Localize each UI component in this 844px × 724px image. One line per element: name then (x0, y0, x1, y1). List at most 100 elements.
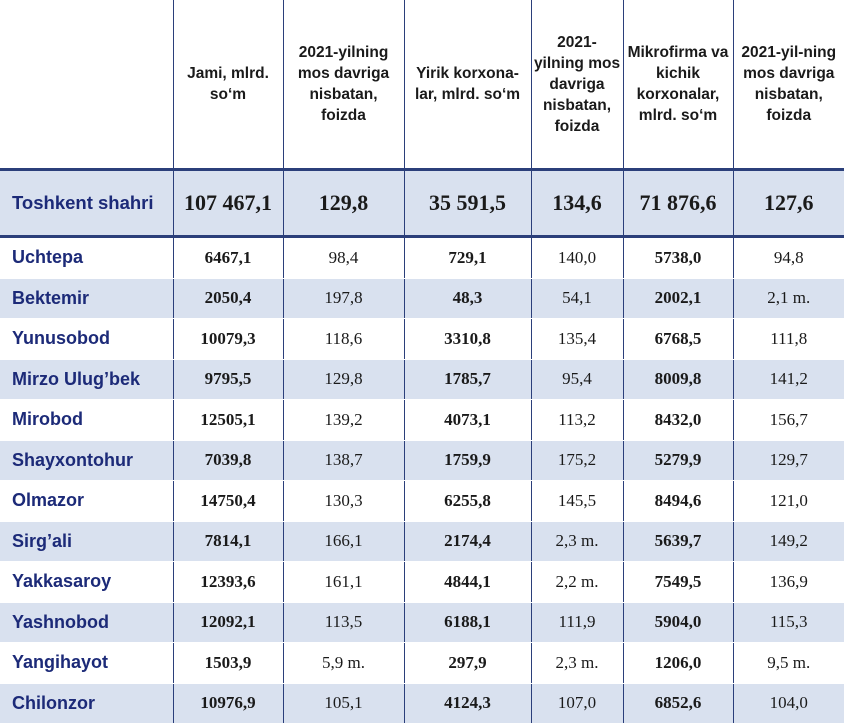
kichik-pct-value: 2,1 m. (733, 278, 844, 319)
kichik-pct-value: 111,8 (733, 319, 844, 360)
kichik-value: 5738,0 (623, 237, 733, 279)
yirik-value: 2174,4 (404, 521, 531, 562)
district-name: Uchtepa (0, 237, 173, 279)
yirik-value: 729,1 (404, 237, 531, 279)
kichik-pct-value: 136,9 (733, 562, 844, 603)
total-yirik: 35 591,5 (404, 170, 531, 237)
yirik-value: 6255,8 (404, 481, 531, 522)
kichik-pct-value: 141,2 (733, 359, 844, 400)
header-jami-pct-label: 2021-yilning mos davriga nisbatan, foizd… (284, 42, 404, 126)
kichik-value: 2002,1 (623, 278, 733, 319)
total-jami-pct: 129,8 (283, 170, 404, 237)
jami-pct-value: 105,1 (283, 683, 404, 724)
kichik-value: 5279,9 (623, 440, 733, 481)
district-name: Yangihayot (0, 643, 173, 684)
yirik-pct-value: 113,2 (531, 400, 623, 441)
kichik-pct-value: 121,0 (733, 481, 844, 522)
header-jami-label: Jami, mlrd. so‘m (174, 63, 283, 105)
jami-value: 7039,8 (173, 440, 283, 481)
total-row: Toshkent shahri 107 467,1 129,8 35 591,5… (0, 170, 844, 237)
district-name: Olmazor (0, 481, 173, 522)
yirik-value: 3310,8 (404, 319, 531, 360)
jami-value: 7814,1 (173, 521, 283, 562)
header-district (0, 0, 173, 170)
district-name: Sirg’ali (0, 521, 173, 562)
jami-value: 9795,5 (173, 359, 283, 400)
kichik-value: 8494,6 (623, 481, 733, 522)
header-kichik-label: Mikrofirma va kichik korxonalar, mlrd. s… (624, 42, 733, 126)
yirik-pct-value: 175,2 (531, 440, 623, 481)
jami-pct-value: 139,2 (283, 400, 404, 441)
kichik-value: 6852,6 (623, 683, 733, 724)
district-name: Chilonzor (0, 683, 173, 724)
jami-pct-value: 5,9 m. (283, 643, 404, 684)
header-yirik-pct-label: 2021-yilning mos davriga nisbatan, foizd… (532, 32, 623, 137)
jami-value: 2050,4 (173, 278, 283, 319)
kichik-pct-value: 129,7 (733, 440, 844, 481)
jami-value: 10976,9 (173, 683, 283, 724)
yirik-pct-value: 54,1 (531, 278, 623, 319)
yirik-pct-value: 2,2 m. (531, 562, 623, 603)
yirik-pct-value: 107,0 (531, 683, 623, 724)
yirik-value: 6188,1 (404, 602, 531, 643)
kichik-pct-value: 115,3 (733, 602, 844, 643)
jami-pct-value: 197,8 (283, 278, 404, 319)
yirik-value: 4124,3 (404, 683, 531, 724)
jami-pct-value: 98,4 (283, 237, 404, 279)
jami-pct-value: 138,7 (283, 440, 404, 481)
header-kichik: Mikrofirma va kichik korxonalar, mlrd. s… (623, 0, 733, 170)
header-jami-pct: 2021-yilning mos davriga nisbatan, foizd… (283, 0, 404, 170)
yirik-pct-value: 2,3 m. (531, 521, 623, 562)
kichik-pct-value: 9,5 m. (733, 643, 844, 684)
yirik-pct-value: 145,5 (531, 481, 623, 522)
total-kichik: 71 876,6 (623, 170, 733, 237)
district-name: Yashnobod (0, 602, 173, 643)
header-kichik-pct: 2021-yil-ning mos davriga nisbatan, foiz… (733, 0, 844, 170)
yirik-pct-value: 95,4 (531, 359, 623, 400)
total-name: Toshkent shahri (0, 170, 173, 237)
jami-value: 12393,6 (173, 562, 283, 603)
kichik-pct-value: 104,0 (733, 683, 844, 724)
district-name: Bektemir (0, 278, 173, 319)
header-kichik-pct-label: 2021-yil-ning mos davriga nisbatan, foiz… (734, 42, 844, 126)
kichik-value: 1206,0 (623, 643, 733, 684)
jami-pct-value: 166,1 (283, 521, 404, 562)
jami-pct-value: 118,6 (283, 319, 404, 360)
jami-value: 6467,1 (173, 237, 283, 279)
district-name: Shayxontohur (0, 440, 173, 481)
kichik-value: 8009,8 (623, 359, 733, 400)
yirik-pct-value: 140,0 (531, 237, 623, 279)
header-yirik-pct: 2021-yilning mos davriga nisbatan, foizd… (531, 0, 623, 170)
kichik-value: 5639,7 (623, 521, 733, 562)
yirik-value: 1759,9 (404, 440, 531, 481)
jami-value: 12092,1 (173, 602, 283, 643)
jami-pct-value: 130,3 (283, 481, 404, 522)
jami-value: 14750,4 (173, 481, 283, 522)
yirik-pct-value: 111,9 (531, 602, 623, 643)
district-name: Yunusobod (0, 319, 173, 360)
yirik-value: 48,3 (404, 278, 531, 319)
total-kichik-pct: 127,6 (733, 170, 844, 237)
header-jami: Jami, mlrd. so‘m (173, 0, 283, 170)
yirik-pct-value: 2,3 m. (531, 643, 623, 684)
kichik-value: 8432,0 (623, 400, 733, 441)
jami-value: 12505,1 (173, 400, 283, 441)
district-name: Mirobod (0, 400, 173, 441)
jami-value: 1503,9 (173, 643, 283, 684)
jami-value: 10079,3 (173, 319, 283, 360)
yirik-pct-value: 135,4 (531, 319, 623, 360)
kichik-value: 6768,5 (623, 319, 733, 360)
yirik-value: 4073,1 (404, 400, 531, 441)
yirik-value: 1785,7 (404, 359, 531, 400)
jami-pct-value: 113,5 (283, 602, 404, 643)
